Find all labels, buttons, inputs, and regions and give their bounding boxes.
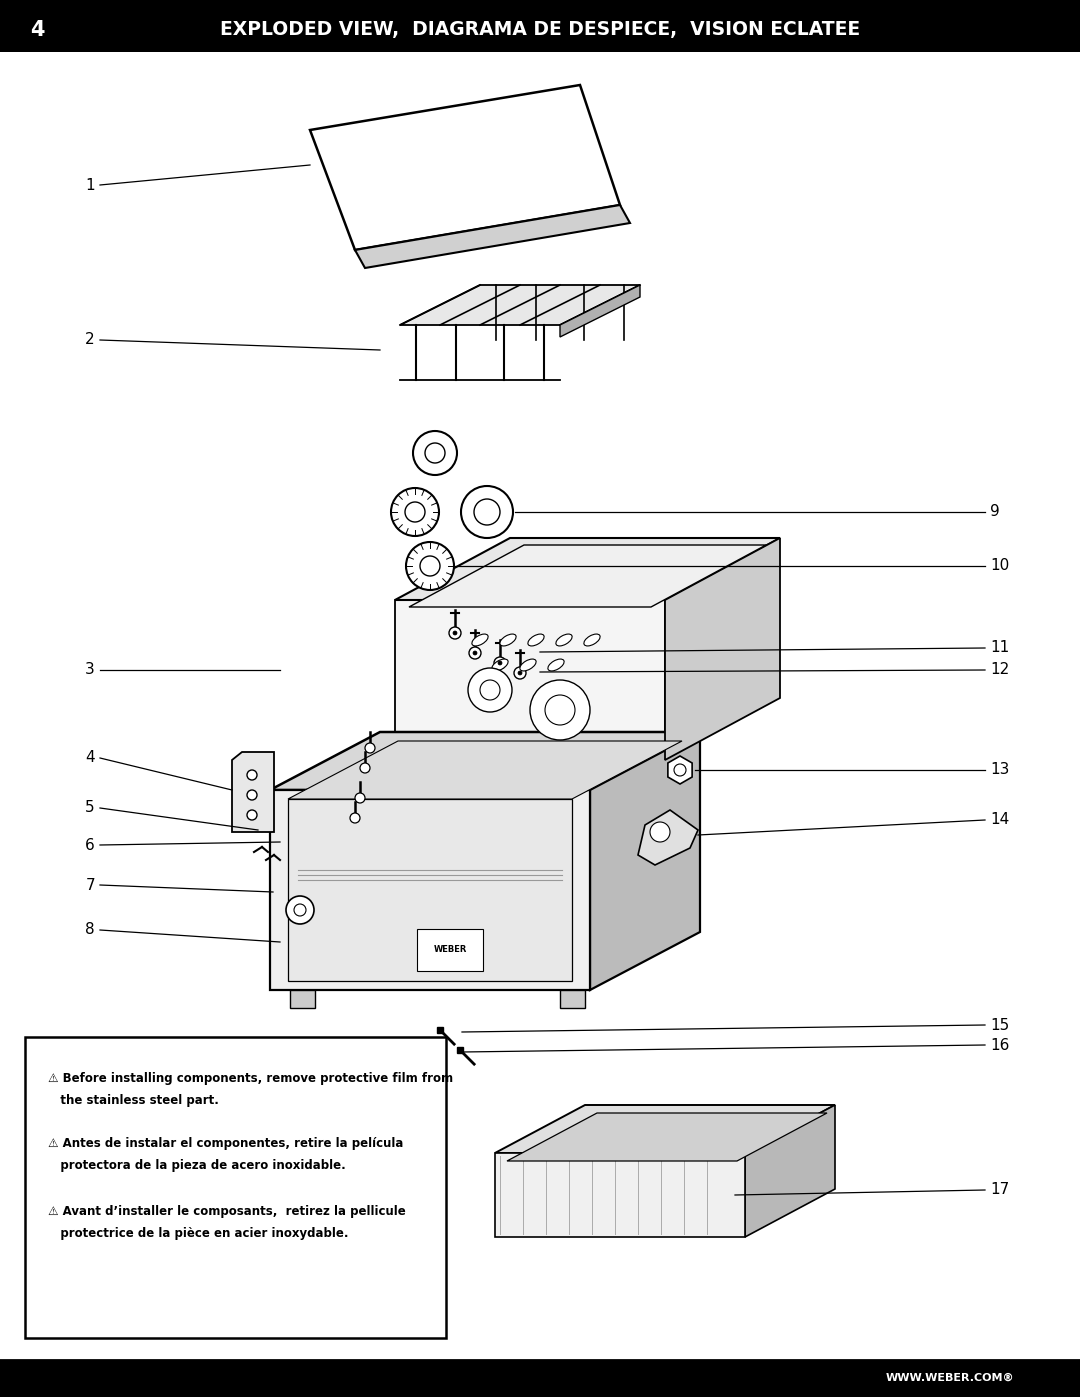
Circle shape [449,627,461,638]
Polygon shape [590,732,700,990]
Text: 4: 4 [85,750,95,766]
Circle shape [498,661,502,665]
Circle shape [469,647,481,659]
Circle shape [461,486,513,538]
Bar [0,1361,1080,1397]
Circle shape [474,499,500,525]
Ellipse shape [491,659,508,671]
Circle shape [360,763,370,773]
Text: ⚠ Antes de instalar el componentes, retire la película: ⚠ Antes de instalar el componentes, reti… [48,1137,403,1150]
Text: 10: 10 [990,559,1009,574]
Text: 8: 8 [85,922,95,937]
Polygon shape [288,740,681,799]
Circle shape [365,743,375,753]
Text: 1: 1 [85,177,95,193]
Circle shape [650,821,670,842]
Text: ⚠ Avant d’installer le composants,  retirez la pellicule: ⚠ Avant d’installer le composants, retir… [48,1206,406,1218]
Text: EXPLODED VIEW,  DIAGRAMA DE DESPIECE,  VISION ECLATEE: EXPLODED VIEW, DIAGRAMA DE DESPIECE, VIS… [220,21,860,39]
Text: protectora de la pieza de acero inoxidable.: protectora de la pieza de acero inoxidab… [48,1160,346,1172]
Polygon shape [409,545,766,608]
Polygon shape [507,1113,827,1161]
Ellipse shape [500,634,516,645]
Polygon shape [395,599,665,760]
Text: 3: 3 [85,662,95,678]
Text: WWW.WEBER.COM®: WWW.WEBER.COM® [886,1373,1014,1383]
Circle shape [350,813,360,823]
Circle shape [453,631,457,636]
Polygon shape [495,1153,745,1236]
Circle shape [518,671,522,675]
Polygon shape [288,799,572,981]
Circle shape [494,657,507,669]
Text: 2: 2 [85,332,95,348]
Circle shape [355,793,365,803]
Ellipse shape [528,634,544,645]
Circle shape [247,810,257,820]
Circle shape [545,694,575,725]
Text: 13: 13 [990,763,1010,778]
Polygon shape [561,285,640,337]
Polygon shape [355,205,630,268]
Text: 17: 17 [990,1182,1009,1197]
Ellipse shape [556,634,572,645]
Circle shape [413,432,457,475]
Circle shape [294,904,306,916]
Polygon shape [495,1105,835,1153]
Circle shape [247,770,257,780]
Text: 15: 15 [990,1017,1009,1032]
Bar [291,990,315,1009]
Ellipse shape [519,659,536,671]
Polygon shape [232,752,274,833]
Text: 16: 16 [990,1038,1010,1052]
Polygon shape [745,1105,835,1236]
Polygon shape [310,85,620,250]
Text: the stainless steel part.: the stainless steel part. [48,1094,219,1106]
Polygon shape [270,789,590,990]
Ellipse shape [584,634,600,645]
Circle shape [514,666,526,679]
Text: 9: 9 [990,504,1000,520]
Circle shape [426,443,445,462]
Bar [561,990,585,1009]
Text: WEBER: WEBER [433,946,467,954]
Circle shape [674,764,686,775]
Text: 4: 4 [30,20,44,41]
Text: 7: 7 [85,877,95,893]
Circle shape [406,542,454,590]
Circle shape [480,680,500,700]
FancyBboxPatch shape [25,1037,446,1338]
Circle shape [420,556,440,576]
Text: 6: 6 [85,837,95,852]
Polygon shape [638,810,698,865]
Circle shape [391,488,438,536]
Circle shape [405,502,426,522]
Circle shape [247,789,257,800]
Text: 11: 11 [990,640,1009,655]
Polygon shape [400,285,640,326]
Text: protectrice de la pièce en acier inoxydable.: protectrice de la pièce en acier inoxyda… [48,1227,349,1241]
Text: 12: 12 [990,662,1009,678]
FancyBboxPatch shape [838,1362,1062,1394]
Text: 14: 14 [990,813,1009,827]
Circle shape [468,668,512,712]
Polygon shape [270,732,700,789]
Text: ⚠ Before installing components, remove protective film from: ⚠ Before installing components, remove p… [48,1071,454,1085]
Ellipse shape [548,659,564,671]
Circle shape [530,680,590,740]
Text: 5: 5 [85,800,95,816]
Ellipse shape [472,634,488,645]
Bar [0,0,1080,52]
Circle shape [286,895,314,923]
Polygon shape [395,538,780,599]
Circle shape [473,651,477,655]
Polygon shape [665,538,780,760]
